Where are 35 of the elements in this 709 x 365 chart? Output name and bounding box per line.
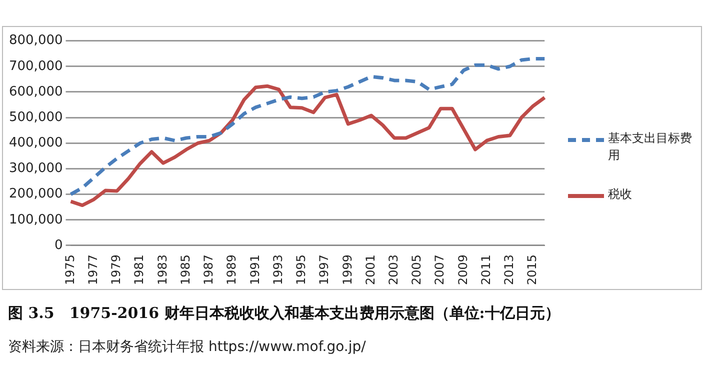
x-tick-label: 1999	[340, 254, 354, 286]
line-series	[69, 56, 546, 196]
legend-label: 税收	[608, 186, 633, 203]
y-tick-label: 300,000	[8, 161, 63, 176]
y-tick-label: 500,000	[8, 110, 63, 125]
x-tick-label: 1985	[178, 254, 192, 286]
x-tick-label: 1983	[155, 254, 170, 286]
x-tick-label: 2003	[386, 254, 400, 286]
x-tick-label: 1979	[109, 254, 124, 286]
x-tick-label: 2011	[478, 254, 493, 286]
x-tick-label: 2013	[502, 254, 516, 286]
y-tick-label: 700,000	[8, 58, 63, 74]
x-tick-label: 1989	[224, 254, 239, 286]
y-tick-label: 100,000	[8, 212, 63, 228]
legend-label: 基本支出目标费用	[608, 130, 692, 164]
x-tick-label: 2009	[456, 254, 470, 286]
y-tick-label: 600,000	[8, 84, 63, 100]
x-tick-label: 1987	[202, 254, 216, 286]
x-tick-label: 1997	[317, 254, 332, 286]
text: 资料来源：日本财务省统计年报 https://www.mof.go.jp/	[8, 338, 366, 356]
x-tick-label: 1993	[270, 254, 285, 286]
x-tick-label: 1995	[294, 254, 308, 286]
x-tick-label: 1975	[62, 254, 77, 286]
y-tick-label: 400,000	[8, 136, 63, 151]
y-tick-label: 200,000	[8, 186, 63, 202]
y-tick-label: 800,000	[8, 33, 63, 48]
x-tick-label: 2001	[363, 254, 378, 286]
x-tick-label: 2007	[432, 254, 447, 286]
x-tick-label: 2015	[525, 254, 540, 286]
x-tick-label: 1981	[132, 254, 146, 286]
x-tick-label: 1977	[86, 254, 100, 286]
y-tick-label: 0	[54, 238, 63, 253]
text: 图 3.5 1975-2016 财年日本税收收入和基本支出费用示意图（单位:十亿日元）	[8, 304, 560, 323]
x-tick-label: 2005	[410, 254, 424, 286]
x-tick-label: 1991	[248, 254, 262, 286]
